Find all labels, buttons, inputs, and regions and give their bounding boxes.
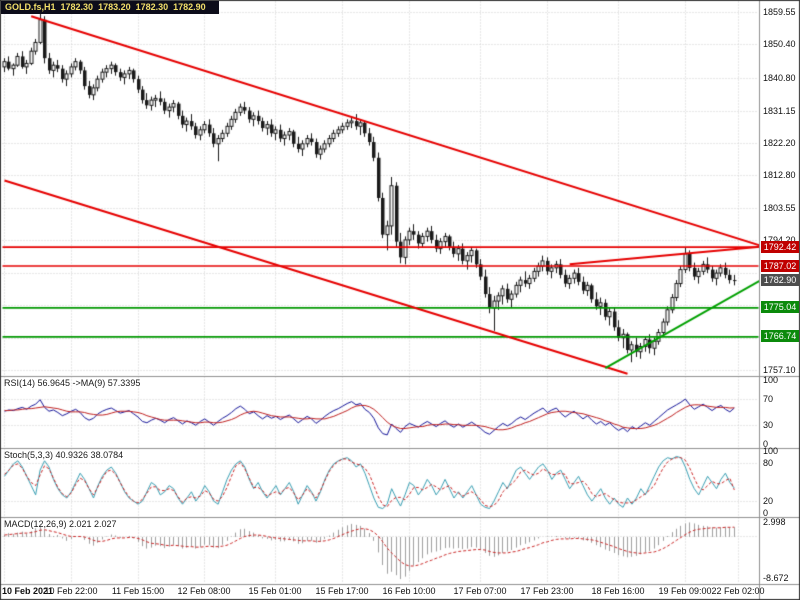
support-price-badge: 1775.04 [761, 301, 799, 313]
current-price-badge: 1782.90 [761, 274, 799, 286]
resistance-price-badge: 1792.42 [761, 241, 799, 253]
rsi-indicator-label: RSI(14) 56.9645 ->MA(9) 57.3395 [4, 378, 141, 388]
rsi-axis-label: 100 [763, 375, 779, 385]
price-axis-label: 1794.20 [763, 235, 796, 245]
support-price-badge: 1766.74 [761, 330, 799, 342]
stoch-axis-label: 100 [763, 446, 779, 456]
price-axis-label: 1840.80 [763, 73, 796, 83]
stoch-axis-label: 20 [763, 496, 774, 506]
time-axis-label: 10 Feb 22:00 [44, 586, 98, 596]
stoch-axis-label: 0 [763, 508, 769, 518]
ohlc-high: 1783.20 [98, 2, 131, 12]
time-axis-label: 17 Feb 23:00 [520, 586, 574, 596]
macd-indicator-label: MACD(12,26,9) 2.021 2.027 [4, 519, 117, 529]
price-axis-label: 1812.80 [763, 170, 796, 180]
rsi-axis-label: 30 [763, 420, 774, 430]
price-axis-label: 1803.55 [763, 203, 796, 213]
symbol-timeframe-label: GOLD.fs,H1 [5, 2, 56, 12]
stoch-axis-label: 80 [763, 458, 774, 468]
time-axis-label: 22 Feb 02:00 [711, 586, 765, 596]
rsi-axis-label: 0 [763, 439, 769, 449]
time-axis-label: 18 Feb 16:00 [591, 586, 645, 596]
resistance-price-badge: 1787.02 [761, 260, 799, 272]
time-axis-label: 16 Feb 10:00 [382, 586, 436, 596]
price-axis-label: 1831.15 [763, 106, 796, 116]
price-axis-label: 1850.40 [763, 39, 796, 49]
time-axis-label: 11 Feb 15:00 [111, 586, 165, 596]
time-axis-label: 15 Feb 17:00 [315, 586, 369, 596]
price-axis-label: 1822.20 [763, 138, 796, 148]
price-axis-label: 1757.10 [763, 365, 796, 375]
rsi-axis-label: 70 [763, 394, 774, 404]
time-axis-label: 10 Feb 2021 [2, 586, 54, 596]
chart-title-bar: GOLD.fs,H1 1782.30 1783.20 1782.30 1782.90 [1, 1, 219, 14]
price-axis-label: 1859.55 [763, 7, 796, 17]
ohlc-open: 1782.30 [60, 2, 94, 12]
time-axis-label: 17 Feb 07:00 [453, 586, 507, 596]
macd-axis-label: -8.672 [763, 573, 789, 583]
macd-axis-label: 2.998 [763, 517, 786, 527]
ohlc-close: 1782.90 [173, 2, 206, 12]
ohlc-low: 1782.30 [135, 2, 169, 12]
time-axis-label: 12 Feb 08:00 [177, 586, 231, 596]
time-axis-label: 19 Feb 09:00 [658, 586, 712, 596]
time-axis-label: 15 Feb 01:00 [248, 586, 302, 596]
stoch-indicator-label: Stoch(5,3,3) 40.9326 38.0784 [4, 450, 124, 460]
